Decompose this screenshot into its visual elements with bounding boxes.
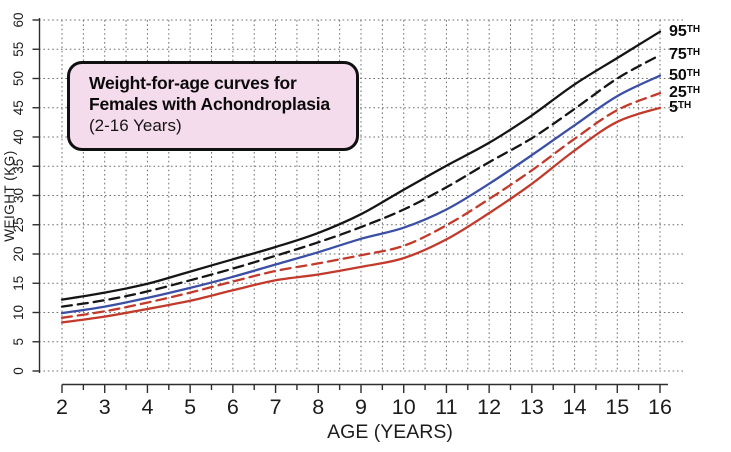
y-tick-label: 30: [11, 188, 26, 203]
x-tick-label: 2: [56, 395, 68, 419]
x-tick-label: 3: [99, 395, 111, 419]
percentile-label-25th: 25TH: [669, 84, 701, 102]
x-tick-label: 5: [184, 395, 196, 419]
y-tick-label: 50: [11, 71, 26, 86]
percentile-label-95th: 95TH: [669, 22, 701, 40]
x-tick-label: 4: [141, 395, 153, 419]
curve-50th-percentile: [60, 74, 662, 315]
y-tick-label: 25: [11, 217, 26, 232]
y-tick-label: 20: [11, 246, 26, 261]
tick-label-layer: 2 3 4 5 6 7 8 9 10 11 12 13 14 15 16051015202530354045…: [11, 12, 672, 419]
x-tick-label: 15: [605, 395, 629, 419]
x-tick-label: 8: [312, 395, 324, 419]
x-tick-label: 10: [392, 395, 416, 419]
y-tick-label: 5: [11, 338, 26, 346]
y-tick-label: 35: [11, 159, 26, 174]
axis-layer: [32, 18, 668, 393]
x-tick-label: 7: [270, 395, 282, 419]
x-tick-label: 14: [563, 395, 587, 419]
x-axis-title: AGE (YEARS): [327, 421, 453, 443]
y-tick-label: 55: [11, 42, 26, 57]
chart-title-subtitle: (2-16 Years): [89, 115, 182, 135]
x-tick-label: 9: [355, 395, 367, 419]
x-tick-label: 12: [477, 395, 501, 419]
y-tick-label: 0: [11, 367, 26, 375]
y-axis-title: WEIGHT (KG): [2, 150, 17, 242]
curve-25th-percentile: [60, 91, 662, 319]
curve-layer: [60, 30, 662, 324]
y-tick-label: 10: [11, 305, 26, 320]
percentile-label-75th: 75TH: [669, 46, 701, 64]
percentile-label-5th: 5TH: [669, 98, 692, 116]
curve-95th-percentile: [60, 30, 662, 301]
percentile-label-50th: 50TH: [669, 66, 701, 84]
curve-5th-percentile: [60, 106, 662, 324]
chart-title-line-2: Females with Achondroplasia: [89, 94, 330, 115]
y-tick-label: 60: [11, 12, 26, 27]
y-tick-label: 15: [11, 276, 26, 291]
y-tick-label: 45: [11, 100, 26, 115]
curve-75th-percentile: [60, 53, 662, 308]
y-tick-label: 40: [11, 129, 26, 144]
x-tick-label: 6: [227, 395, 239, 419]
chart-title-line-1: Weight-for-age curves for: [89, 73, 297, 93]
x-tick-label: 16: [648, 395, 672, 419]
x-tick-label: 13: [520, 395, 544, 419]
x-tick-label: 11: [435, 395, 457, 419]
chart-title-box: Weight-for-age curves for Females with A…: [67, 61, 359, 151]
